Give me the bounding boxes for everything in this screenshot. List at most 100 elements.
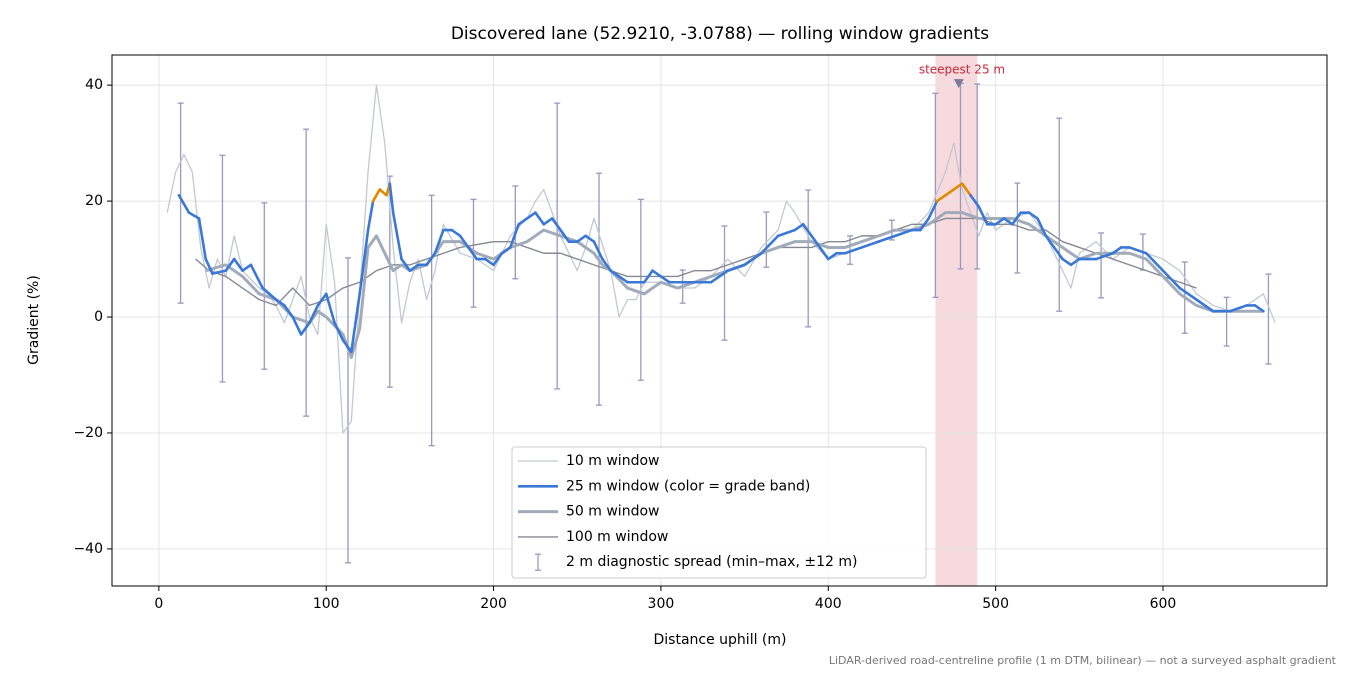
line-segment bbox=[1002, 217, 1014, 226]
plot-frame bbox=[111, 54, 1328, 587]
legend-label: 50 m window bbox=[566, 504, 659, 520]
error-bar bbox=[805, 189, 812, 328]
line-segment bbox=[743, 251, 763, 267]
x-tick-label: 0 bbox=[154, 596, 163, 612]
line-segment bbox=[801, 222, 813, 238]
y-tick-label: −20 bbox=[73, 425, 103, 441]
line-segment bbox=[525, 211, 537, 220]
x-tick-label: 200 bbox=[480, 596, 507, 612]
error-bar bbox=[1014, 182, 1021, 274]
line-segment bbox=[1228, 304, 1248, 313]
x-tick-label: 400 bbox=[815, 596, 842, 612]
error-bar bbox=[344, 257, 351, 564]
line-segment bbox=[492, 251, 504, 267]
line-segment bbox=[994, 217, 1006, 226]
line-segment bbox=[500, 246, 512, 255]
line-segment bbox=[1253, 304, 1265, 313]
line-segment bbox=[642, 269, 654, 284]
y-tick-label: 20 bbox=[85, 193, 103, 209]
line-segment bbox=[350, 292, 361, 354]
error-bar bbox=[1098, 232, 1105, 299]
error-bar bbox=[763, 211, 770, 268]
legend-label: 100 m window bbox=[566, 529, 668, 545]
line-segment bbox=[826, 251, 838, 261]
error-bar bbox=[177, 102, 184, 304]
error-bar bbox=[428, 194, 435, 447]
error-bar bbox=[721, 225, 728, 341]
x-axis-label: Distance uphill (m) bbox=[654, 632, 787, 648]
line-segment bbox=[559, 228, 571, 243]
y-tick-label: 0 bbox=[94, 309, 103, 325]
line-segment bbox=[371, 188, 382, 203]
line-segment bbox=[1044, 234, 1056, 249]
line-segment bbox=[283, 304, 295, 319]
line-segment bbox=[651, 269, 663, 278]
line-segment bbox=[211, 269, 228, 275]
line-segment bbox=[400, 257, 412, 272]
line-segment bbox=[517, 217, 529, 226]
line-segment bbox=[1036, 217, 1048, 238]
line-segment bbox=[274, 298, 286, 307]
x-tick-label: 600 bbox=[1150, 596, 1177, 612]
error-bar bbox=[1265, 273, 1272, 365]
line-segment bbox=[378, 188, 388, 197]
line-segment bbox=[843, 246, 864, 255]
line-segment bbox=[952, 182, 964, 191]
line-segment bbox=[927, 199, 939, 220]
annotation: steepest 25 m bbox=[919, 63, 1005, 77]
line-segment bbox=[1027, 211, 1039, 220]
line-segment bbox=[316, 292, 328, 307]
line-segment bbox=[425, 251, 437, 267]
line-segment bbox=[1094, 251, 1115, 261]
highlight-span bbox=[935, 55, 978, 586]
line-segment bbox=[592, 240, 604, 261]
line bbox=[205, 211, 1264, 360]
line-segment bbox=[204, 257, 214, 275]
error-bar bbox=[261, 202, 268, 370]
line-segment bbox=[483, 257, 495, 267]
x-tick-label: 100 bbox=[313, 596, 340, 612]
line-segment bbox=[241, 263, 253, 272]
line-segment bbox=[1128, 246, 1148, 255]
line-segment bbox=[810, 234, 822, 249]
line-segment bbox=[1069, 257, 1081, 267]
legend-label: 10 m window bbox=[566, 453, 659, 469]
error-bar bbox=[596, 172, 603, 406]
error-bar bbox=[1056, 117, 1063, 312]
line-segment bbox=[333, 321, 345, 342]
line-segment bbox=[249, 263, 264, 290]
line-segment bbox=[969, 193, 981, 209]
line-segment bbox=[601, 257, 613, 272]
error-bar bbox=[974, 83, 981, 270]
line-segment bbox=[324, 292, 336, 325]
line-segment bbox=[726, 263, 746, 272]
error-bar bbox=[303, 128, 310, 417]
line-segment bbox=[308, 304, 320, 325]
line-segment bbox=[1178, 286, 1198, 301]
line-segment bbox=[450, 228, 462, 238]
legend-box bbox=[511, 446, 927, 579]
line-segment bbox=[893, 228, 914, 238]
line-segment bbox=[1052, 246, 1064, 261]
footnote: LiDAR-derived road-centreline profile (1… bbox=[829, 654, 1337, 667]
line-segment bbox=[177, 193, 191, 214]
line-segment bbox=[1011, 211, 1023, 226]
line-segment bbox=[224, 257, 236, 272]
line-segment bbox=[793, 222, 805, 232]
line-segment bbox=[388, 182, 395, 214]
line-segment bbox=[299, 321, 311, 336]
line-segment bbox=[935, 193, 947, 203]
line-segment bbox=[609, 269, 621, 278]
line-segment bbox=[960, 182, 972, 197]
line-segment bbox=[408, 263, 420, 272]
line-segment bbox=[458, 234, 470, 249]
line-segment bbox=[1195, 298, 1215, 313]
line-segment bbox=[366, 199, 375, 232]
error-bar bbox=[554, 102, 561, 390]
line-segment bbox=[776, 228, 797, 238]
line-segment bbox=[1061, 257, 1073, 267]
line-segment bbox=[550, 217, 562, 232]
line-segment bbox=[534, 211, 546, 226]
line-segment bbox=[584, 234, 596, 243]
x-tick-label: 300 bbox=[648, 596, 675, 612]
